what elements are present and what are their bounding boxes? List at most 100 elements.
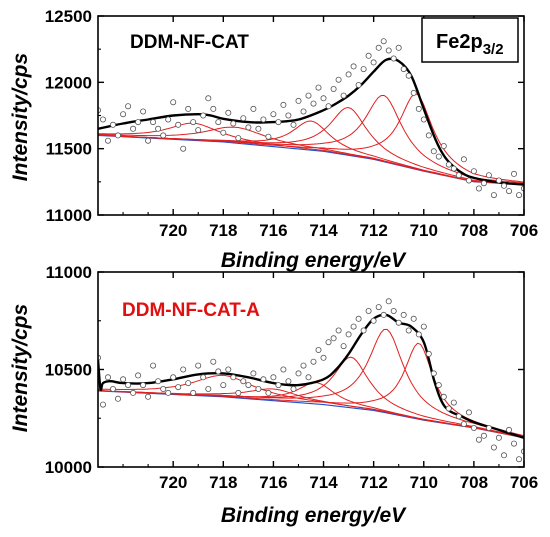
- data-point-top: [375, 44, 382, 51]
- data-point-bottom: [380, 311, 387, 318]
- data-point-bottom: [315, 346, 322, 353]
- data-point-top: [405, 72, 412, 79]
- data-point-bottom: [255, 385, 262, 392]
- y-tick-label-bottom: 10500: [45, 361, 92, 380]
- data-point-top: [445, 161, 452, 168]
- data-point-bottom: [300, 362, 307, 369]
- x-tick-label-top: 720: [159, 221, 187, 240]
- data-point-top: [100, 116, 107, 123]
- data-point-bottom: [275, 382, 282, 389]
- x-tick-label-top: 716: [259, 221, 287, 240]
- data-point-top: [510, 170, 517, 177]
- data-point-top: [395, 44, 402, 51]
- data-point-top: [410, 89, 417, 96]
- data-point-top: [340, 92, 347, 99]
- data-point-top: [455, 172, 462, 179]
- data-point-bottom: [395, 319, 402, 326]
- data-point-top: [420, 116, 427, 123]
- data-point-bottom: [235, 389, 242, 396]
- envelope-line-bottom: [98, 313, 524, 439]
- data-point-bottom: [110, 385, 117, 392]
- data-point-bottom: [180, 366, 187, 373]
- data-point-bottom: [265, 389, 272, 396]
- y-tick-label-top: 12500: [45, 7, 92, 26]
- y-tick-label-top: 12000: [45, 73, 92, 92]
- data-point-bottom: [420, 323, 427, 330]
- data-point-top: [300, 108, 307, 115]
- data-point-bottom: [410, 315, 417, 322]
- x-tick-label-top: 708: [460, 221, 488, 240]
- data-point-bottom: [305, 374, 312, 381]
- data-point-top: [485, 172, 492, 179]
- data-point-top: [110, 121, 117, 128]
- y-axis-title-bottom: Intensity/cps: [9, 304, 32, 432]
- data-point-bottom: [365, 307, 372, 314]
- data-point-top: [380, 38, 387, 45]
- data-point-bottom: [150, 362, 157, 369]
- data-point-top: [350, 63, 357, 70]
- data-point-top: [115, 132, 122, 139]
- data-point-bottom: [460, 421, 467, 428]
- data-point-bottom: [516, 456, 523, 463]
- data-point-top: [330, 86, 337, 93]
- data-point-top: [255, 125, 262, 132]
- y-axis-title-top: Intensity/cps: [9, 53, 32, 181]
- data-point-bottom: [485, 424, 492, 431]
- data-point-top: [425, 132, 432, 139]
- data-point-top: [185, 105, 192, 112]
- x-tick-label-bottom: 708: [460, 473, 488, 492]
- data-point-bottom: [105, 374, 112, 381]
- data-point-bottom: [100, 401, 107, 408]
- x-tick-label-bottom: 718: [209, 473, 237, 492]
- data-point-top: [165, 116, 172, 123]
- data-point-bottom: [215, 368, 222, 375]
- data-point-bottom: [435, 382, 442, 389]
- data-point-top: [195, 127, 202, 134]
- data-point-bottom: [390, 307, 397, 314]
- data-point-bottom: [200, 374, 207, 381]
- data-point-bottom: [375, 304, 382, 311]
- data-point-bottom: [205, 385, 212, 392]
- data-point-top: [320, 95, 327, 102]
- data-point-top: [225, 109, 232, 116]
- data-point-bottom: [190, 389, 197, 396]
- data-point-top: [475, 185, 482, 192]
- y-tick-label-bottom: 10000: [45, 458, 92, 477]
- data-point-top: [235, 135, 242, 142]
- data-point-bottom: [195, 362, 202, 369]
- data-point-top: [385, 47, 392, 54]
- data-point-bottom: [475, 436, 482, 443]
- data-point-bottom: [445, 405, 452, 412]
- data-point-bottom: [170, 374, 177, 381]
- panel-top: 720 718 716 714 712 710 708 706 11000 11500 12000 1…: [9, 7, 538, 272]
- data-point-top: [250, 105, 257, 112]
- data-point-bottom: [125, 382, 132, 389]
- data-point-top: [516, 192, 523, 199]
- data-point-top: [305, 92, 312, 99]
- inset-label: Fe2p3/2: [436, 31, 504, 58]
- data-point-bottom: [160, 385, 167, 392]
- panel-bottom: 720 718 716 714 712 710 708 706100001050011000 …: [9, 263, 538, 527]
- data-point-bottom: [135, 372, 142, 379]
- data-point-top: [215, 119, 222, 126]
- data-point-top: [220, 129, 227, 136]
- data-point-bottom: [165, 389, 172, 396]
- data-point-top: [335, 76, 342, 83]
- data-point-bottom: [310, 358, 317, 365]
- component-peak-bottom-6: [98, 388, 524, 439]
- data-point-bottom: [240, 378, 247, 385]
- data-point-top: [345, 71, 352, 78]
- points-layer-bottom: [98, 298, 524, 463]
- axes-layer-bottom: 720 718 716 714 712 710 708 706 10000 10500 11000: [45, 263, 538, 492]
- data-point-top: [155, 125, 162, 132]
- data-point-bottom: [360, 327, 367, 334]
- data-point-top: [205, 95, 212, 102]
- data-point-top: [465, 177, 472, 184]
- points-layer-top: [98, 38, 524, 199]
- data-point-bottom: [425, 350, 432, 357]
- data-point-top: [190, 119, 197, 126]
- data-point-top: [295, 97, 302, 104]
- data-point-top: [500, 182, 507, 189]
- component-peak-bottom-5: [98, 374, 524, 438]
